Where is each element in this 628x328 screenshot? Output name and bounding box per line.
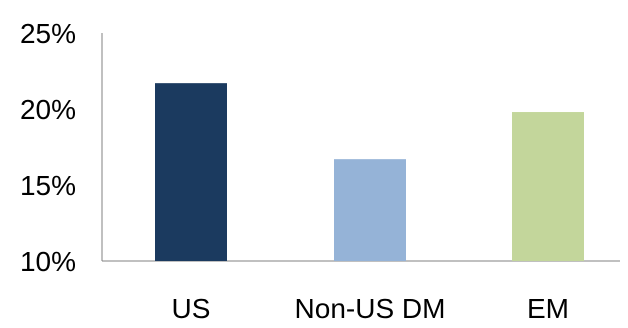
y-tick-label: 10%: [20, 246, 76, 277]
y-tick-label: 20%: [20, 94, 76, 125]
x-tick-label: US: [172, 293, 211, 323]
bars: [155, 83, 584, 261]
x-tick-label: Non-US DM: [295, 293, 446, 323]
tick-labels: 10% 15% 20% 25% US Non-US DM EM: [20, 18, 569, 324]
y-tick-label: 25%: [20, 18, 76, 49]
bar-em: [512, 112, 584, 261]
y-tick-label: 15%: [20, 170, 76, 201]
bar-us: [155, 83, 227, 261]
bar-non-us-dm: [334, 159, 406, 261]
x-tick-label: EM: [527, 293, 569, 323]
